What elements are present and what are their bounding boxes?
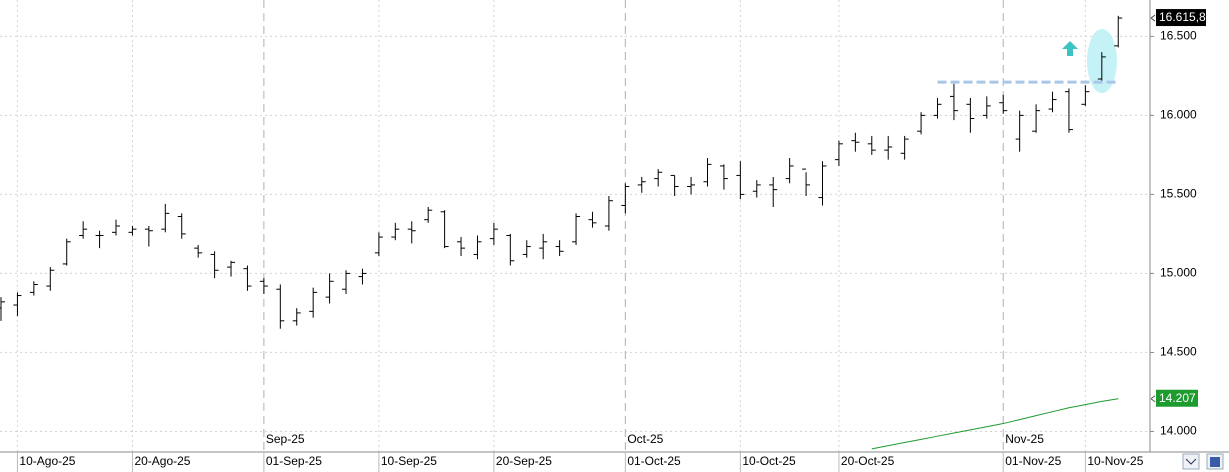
y-tick-label: 14.500 <box>1160 345 1197 359</box>
y-tick-label: 15.500 <box>1160 187 1197 201</box>
last-price-label: 16.615,8 <box>1159 10 1206 24</box>
x-tick-label: 01-Sep-25 <box>266 454 322 468</box>
x-tick-label: 10-Nov-25 <box>1087 454 1143 468</box>
up-arrow <box>1062 41 1078 56</box>
x-tick-label: 20-Oct-25 <box>841 454 895 468</box>
month-label: Nov-25 <box>1005 432 1044 446</box>
ma-price-label: 14.207 <box>1159 391 1196 405</box>
marks-layer <box>0 15 1123 450</box>
y-tick-label: 16.500 <box>1160 29 1197 43</box>
save-icon <box>1210 457 1220 467</box>
grid-layer <box>0 0 1150 452</box>
x-tick-label: 20-Ago-25 <box>134 454 190 468</box>
month-label: Oct-25 <box>627 432 663 446</box>
last-price-box <box>1156 9 1206 27</box>
zoom-button[interactable] <box>1182 453 1200 470</box>
x-tick-label: 10-Ago-25 <box>19 454 75 468</box>
ma-price-pointer <box>1150 395 1156 403</box>
y-tick-label: 14.000 <box>1160 424 1197 438</box>
x-tick-label: 01-Oct-25 <box>627 454 681 468</box>
x-tick-label: 10-Oct-25 <box>742 454 796 468</box>
moving-average <box>871 398 1119 450</box>
x-tick-label: 20-Sep-25 <box>496 454 552 468</box>
month-label: Sep-25 <box>266 432 305 446</box>
y-tick-label: 16.000 <box>1160 108 1197 122</box>
y-tick-label: 15.000 <box>1160 266 1197 280</box>
labels-layer: 14.000 14.500 15.000 15.500 16.000 16.500 10-A… <box>16 9 1206 472</box>
ma-price-box <box>1156 389 1198 407</box>
x-tick-label: 01-Nov-25 <box>1005 454 1061 468</box>
last-price-pointer <box>1150 14 1156 22</box>
x-tick-label: 10-Sep-25 <box>381 454 437 468</box>
zoom-icon <box>1185 458 1197 465</box>
